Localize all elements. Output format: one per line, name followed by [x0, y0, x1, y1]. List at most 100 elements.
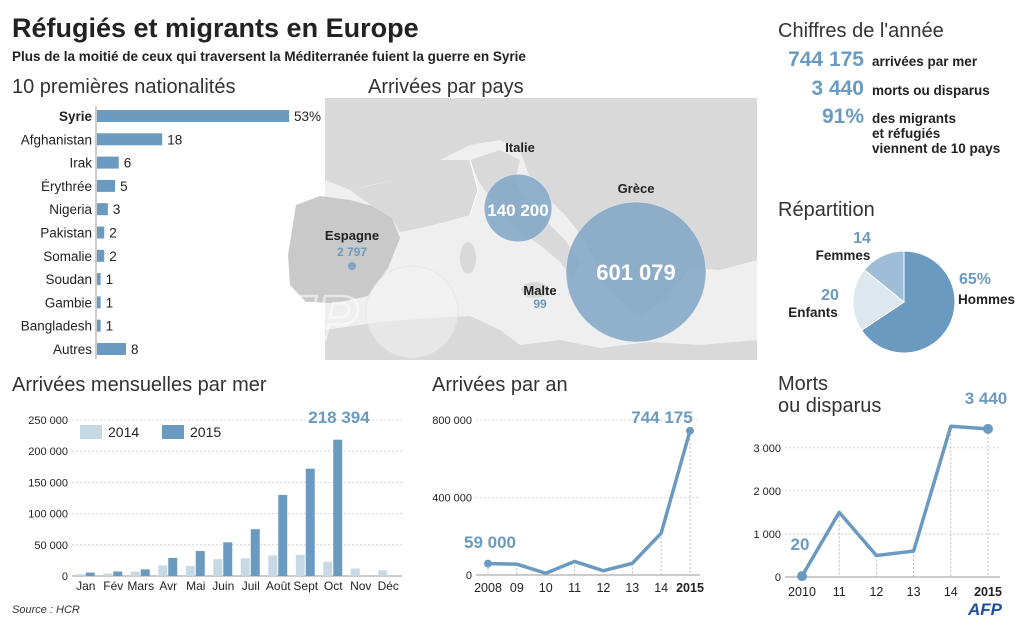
nationality-label: Bangladesh [21, 319, 92, 334]
deaths-xtick: 14 [944, 585, 958, 599]
yearly-xtick: 2015 [676, 581, 704, 595]
deaths-xtick: 13 [907, 585, 921, 599]
yearly-chart: 0 400 000 800 000 2008 09 10 11 12 13 14 2015 59 00… [432, 408, 704, 595]
deaths-xtick: 12 [869, 585, 883, 599]
pie-value: 14 [853, 230, 871, 247]
nationality-bar [97, 203, 108, 216]
nationality-value: 2 [109, 226, 117, 241]
nationality-value: 5 [120, 179, 128, 194]
nationality-bar [97, 110, 289, 122]
nationality-bar [97, 273, 101, 286]
nationality-value: 3 [113, 202, 121, 217]
monthly-ytick: 50 000 [34, 540, 68, 552]
country-bubble [565, 201, 707, 343]
monthly-ytick: 0 [62, 571, 68, 583]
monthly-legend-label: 2015 [190, 424, 221, 440]
page-title: Réfugiés et migrants en Europe [12, 13, 419, 43]
monthly-bar [158, 565, 168, 576]
nationality-value: 8 [131, 342, 139, 357]
yearly-xtick: 2008 [474, 581, 502, 595]
pie-label: Femmes [816, 248, 871, 263]
monthly-title: Arrivées mensuelles par mer [12, 374, 267, 396]
watermark-globe [365, 265, 459, 359]
yearly-ytick: 400 000 [432, 493, 472, 505]
yearly-line [487, 430, 692, 576]
yearly-end-point [686, 426, 694, 435]
monthly-xtick: Mai [186, 579, 205, 593]
monthly-bar [103, 573, 113, 576]
nationality-label: Nigeria [49, 202, 92, 217]
monthly-bar [305, 468, 315, 576]
figure-value: 3 440 [811, 77, 864, 100]
country-value: 140 200 [487, 201, 548, 220]
monthly-bar [195, 551, 205, 576]
nationality-bar [97, 319, 101, 332]
deaths-start-point [797, 571, 807, 582]
deaths-ytick: 2 000 [753, 486, 781, 498]
nationality-label: Autres [53, 342, 92, 357]
nationality-bar [97, 249, 105, 262]
country-bubbles: Italie 140 200 Grèce 601 079 Espagne 2 797 Mal… [325, 140, 707, 343]
country-value: 2 797 [337, 245, 367, 259]
country-bubble [348, 262, 356, 270]
monthly-bar [240, 558, 250, 576]
monthly-xtick: Juil [242, 579, 260, 593]
nationality-label: Pakistan [40, 226, 92, 241]
monthly-xtick: Jan [76, 579, 95, 593]
figure-text: viennent de 10 pays [872, 141, 1000, 156]
deaths-title-line1: Morts [778, 373, 828, 395]
nationality-label: Gambie [45, 295, 92, 310]
monthly-legend-swatch [80, 425, 102, 439]
nationality-bar [97, 179, 116, 192]
monthly-bar [75, 574, 85, 576]
monthly-xtick: Avr [159, 579, 177, 593]
nationalities-title: 10 premières nationalités [12, 76, 235, 98]
nationality-value: 1 [106, 319, 114, 334]
yearly-ytick: 800 000 [432, 415, 472, 427]
nationality-value: 6 [124, 156, 132, 171]
monthly-bar [333, 439, 343, 576]
monthly-bar [268, 555, 278, 576]
figure-value: 744 175 [788, 48, 864, 71]
monthly-xtick: Déc [378, 579, 399, 593]
yearly-xtick: 09 [510, 581, 524, 595]
monthly-bar [295, 554, 305, 576]
country-bubble [483, 173, 553, 243]
yearly-xtick: 10 [539, 581, 553, 595]
source-note: Source : HCR [12, 604, 80, 616]
monthly-bar [85, 572, 95, 576]
monthly-bar [140, 569, 150, 576]
pie-slice [863, 250, 905, 304]
monthly-xtick: Oct [324, 579, 343, 593]
nationality-label: Érythrée [41, 179, 92, 194]
deaths-ytick: 1 000 [753, 529, 781, 541]
pie-label: Hommes [958, 292, 1015, 307]
monthly-xtick: Mars [127, 579, 154, 593]
monthly-xtick: Août [266, 579, 291, 593]
map-land-north [325, 98, 757, 190]
figure-text: et réfugiés [872, 126, 940, 141]
country-name: Italie [505, 140, 535, 155]
monthly-ytick: 200 000 [28, 446, 68, 458]
map-land-sicily [521, 282, 549, 298]
country-value: 601 079 [596, 260, 676, 285]
yearly-title: Arrivées par an [432, 374, 568, 396]
map-land-spain [288, 196, 400, 303]
deaths-xtick: 2015 [974, 585, 1002, 599]
monthly-xtick: Fév [103, 579, 123, 593]
monthly-legend-swatch [162, 425, 184, 439]
monthly-bar [378, 570, 388, 576]
country-name: Grèce [618, 181, 655, 196]
nationality-label: Soudan [45, 272, 92, 287]
pie-slice [852, 269, 905, 331]
nationality-value: 1 [106, 295, 114, 310]
nationality-bar [97, 133, 163, 146]
deaths-end-point [983, 423, 993, 434]
nationality-value: 18 [167, 132, 182, 147]
figure-text: des migrants [872, 111, 956, 126]
monthly-bar [168, 557, 178, 576]
country-value: 99 [533, 297, 547, 311]
deaths-line [800, 424, 989, 578]
